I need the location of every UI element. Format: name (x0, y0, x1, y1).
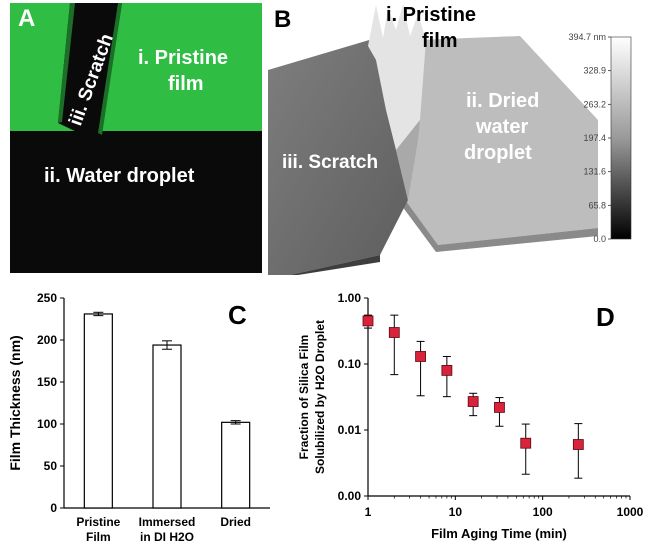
panel-d: 0.00 0.01 0.10 1.00 1 10 100 1000 Film Aging Tim… (278, 280, 651, 550)
d-y-tick-label: 1.00 (338, 291, 362, 305)
panel-c-ticks: 0 50 100 150 200 250 Film Thickness (nm) Pristi… (7, 291, 251, 544)
c-y-tick-label: 100 (37, 417, 57, 431)
c-y-tick-label: 250 (37, 291, 57, 305)
colorbar-tick-label: 263.2 (583, 99, 606, 109)
panel-d-chart: 0.00 0.01 0.10 1.00 1 10 100 1000 Film Aging Tim… (297, 291, 644, 541)
panel-d-axes (367, 298, 630, 497)
panel-d-points (362, 314, 584, 479)
panel-c-chart: 0 50 100 150 200 250 Film Thickness (nm) Pristi… (7, 291, 270, 544)
panel-a-image (10, 3, 262, 273)
d-y-tick-label: 0.01 (338, 423, 362, 437)
film-region (10, 3, 262, 131)
c-category-label: Film (86, 530, 111, 544)
d-x-tick-label: 100 (533, 505, 553, 519)
dried-droplet-label-line3: droplet (464, 142, 532, 164)
panel-c-letter: C (228, 300, 247, 330)
c-y-tick-label: 50 (44, 459, 58, 473)
dried-surface-edge (396, 190, 598, 252)
dried-droplet-label-line1: ii. Dried (466, 90, 540, 112)
c-y-tick-label: 0 (50, 501, 57, 515)
d-y-axis-label-line2: Solubilized by H2O Droplet (313, 320, 327, 474)
colorbar-tick-label: 394.7 nm (568, 32, 606, 42)
d-y-axis-label-line1: Fraction of Silica Film (297, 335, 311, 460)
d-y-tick-label: 0.10 (338, 357, 362, 371)
scratch-surface-edge (268, 255, 380, 275)
c-bar (221, 421, 251, 509)
water-droplet-label: ii. Water droplet (44, 165, 195, 187)
panel-a: A i. Pristine film iii. Scratch ii. Wate… (10, 3, 262, 273)
d-x-axis-label: Film Aging Time (min) (431, 526, 567, 541)
colorbar-tick-label: 0.0 (593, 234, 606, 244)
colorbar-tick-label: 65.8 (588, 200, 606, 210)
ridge-shadow (396, 120, 420, 200)
colorbar-tick-label: 131.6 (583, 167, 606, 177)
scratch-label-b: iii. Scratch (282, 152, 379, 173)
c-y-tick-label: 200 (37, 333, 57, 347)
d-data-point (494, 402, 505, 413)
d-x-tick-label: 1 (365, 505, 372, 519)
c-y-axis-label: Film Thickness (nm) (7, 335, 23, 470)
pristine-film-label-b-line2: film (422, 30, 458, 52)
d-data-point (572, 439, 584, 450)
scratch-edge-right (98, 3, 122, 135)
colorbar-tick-label: 197.4 (583, 133, 606, 143)
d-x-tick-label: 1000 (617, 505, 644, 519)
c-category-label: in DI H2O (140, 530, 194, 544)
d-y-tick-label: 0.00 (338, 489, 362, 503)
scratch-surface (268, 38, 408, 275)
d-data-point (388, 327, 400, 338)
panel-c: 0 50 100 150 200 250 Film Thickness (nm) Pristi… (0, 280, 278, 550)
pristine-film-label-line2: film (168, 73, 204, 95)
c-bar (83, 313, 113, 509)
c-category-label: Immersed (139, 515, 196, 529)
scratch-region (58, 3, 122, 143)
d-data-point (520, 437, 532, 449)
panel-c-bars (83, 311, 251, 509)
d-data-point (415, 351, 426, 362)
c-bar (152, 344, 182, 509)
panel-b-image: 394.7 nm 328.9 263.2 197.4 131.6 65.8 0.0 (268, 4, 632, 275)
c-y-tick-label: 150 (37, 375, 57, 389)
d-data-point (441, 364, 453, 376)
pristine-film-label-line1: i. Pristine (138, 47, 229, 69)
dried-droplet-label-line2: water (476, 116, 529, 138)
panel-d-letter: D (596, 302, 615, 332)
d-data-point (467, 396, 479, 407)
pristine-film-label-b-line1: i. Pristine (386, 4, 477, 26)
colorbar (610, 36, 632, 240)
panel-b-letter: B (274, 6, 292, 33)
colorbar-tick-label: 328.9 (583, 66, 606, 76)
c-category-label: Pristine (76, 515, 120, 529)
panel-a-letter: A (18, 5, 36, 32)
dried-surface (398, 36, 598, 245)
d-x-tick-label: 10 (449, 505, 463, 519)
panel-d-ticks: 0.00 0.01 0.10 1.00 1 10 100 1000 Film Aging Tim… (297, 291, 644, 541)
colorbar-ticks: 394.7 nm 328.9 263.2 197.4 131.6 65.8 0.0 (568, 32, 611, 244)
d-data-point (362, 315, 374, 327)
scratch-edge-left (58, 3, 75, 123)
c-category-label: Dried (220, 515, 251, 529)
panel-b: 394.7 nm 328.9 263.2 197.4 131.6 65.8 0.0 B i.… (268, 0, 651, 275)
